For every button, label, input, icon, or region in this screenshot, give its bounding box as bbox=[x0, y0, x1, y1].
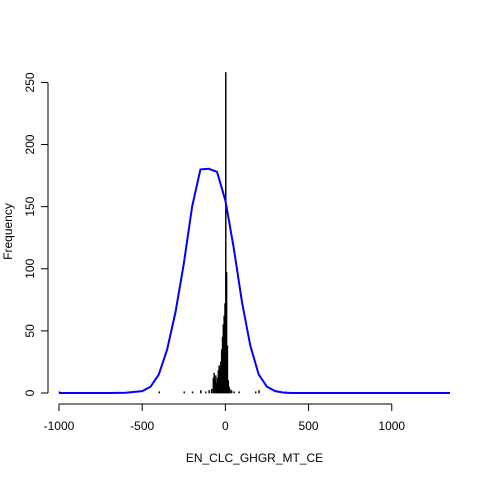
histogram-bar bbox=[238, 391, 240, 394]
y-tick-label: 150 bbox=[23, 196, 37, 216]
density-curve bbox=[59, 167, 450, 394]
histogram-bar bbox=[226, 345, 229, 394]
y-tick-label: 50 bbox=[23, 324, 37, 338]
y-axis-title: Frequency bbox=[1, 203, 15, 260]
y-tick-label: 200 bbox=[23, 134, 37, 154]
histogram-bar bbox=[233, 391, 235, 394]
x-tick-label: 0 bbox=[222, 419, 229, 433]
histogram-bars bbox=[58, 72, 287, 394]
y-tick-label: 0 bbox=[23, 389, 37, 396]
histogram-bar bbox=[229, 388, 231, 394]
histogram-bar bbox=[255, 391, 257, 394]
x-tick-label: -500 bbox=[130, 419, 154, 433]
histogram-bar bbox=[200, 390, 202, 394]
histogram-bar bbox=[208, 390, 210, 394]
histogram-bar bbox=[225, 72, 227, 394]
histogram-bar bbox=[191, 391, 194, 394]
histogram-bar bbox=[225, 272, 228, 394]
x-axis-ticks: -1000 -500 0 500 1000 bbox=[44, 404, 405, 433]
y-axis: 0 50 100 150 200 250 bbox=[23, 72, 49, 396]
y-tick-label: 250 bbox=[23, 72, 37, 92]
histogram-bar bbox=[210, 388, 213, 394]
histogram-bar bbox=[158, 391, 160, 394]
x-tick-label: -1000 bbox=[44, 419, 75, 433]
histogram-bar bbox=[183, 391, 185, 394]
x-tick-label: 500 bbox=[299, 419, 319, 433]
x-axis: -1000 -500 0 500 1000 bbox=[44, 403, 405, 433]
y-tick-label: 100 bbox=[23, 258, 37, 278]
histogram-bar bbox=[205, 391, 207, 394]
y-axis-ticks: 0 50 100 150 200 250 bbox=[23, 72, 48, 396]
histogram-bar bbox=[230, 390, 233, 394]
histogram-bar bbox=[258, 390, 260, 394]
x-axis-title: EN_CLC_GHGR_MT_CE bbox=[186, 451, 323, 465]
x-tick-label: 1000 bbox=[378, 419, 405, 433]
